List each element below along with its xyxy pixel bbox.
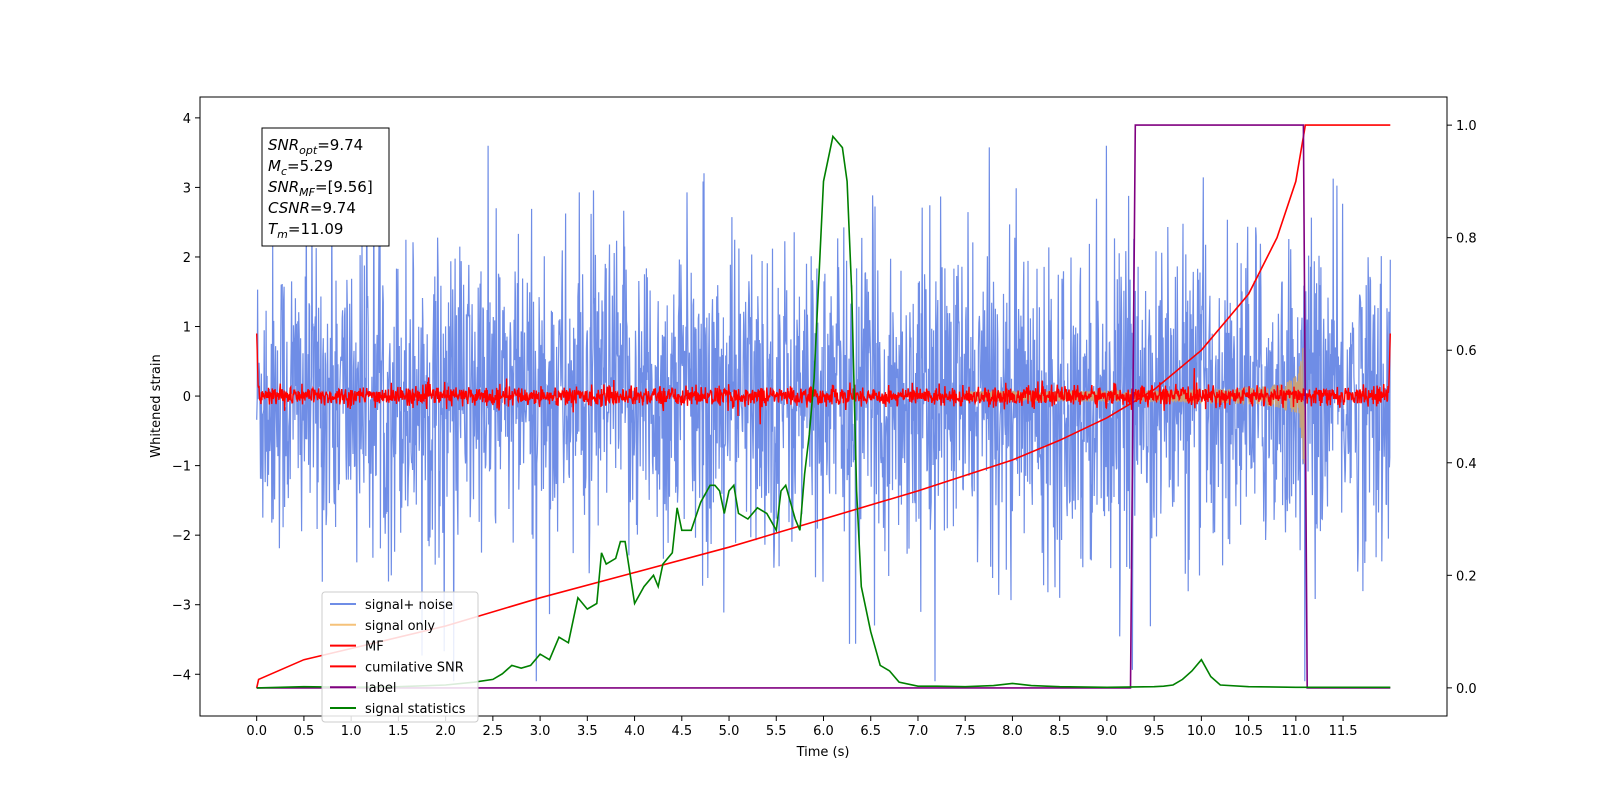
y-tick-label-left: 0 [183, 390, 191, 405]
info-line: SNRMF=[9.56] [268, 178, 373, 199]
y-tick-label-right: 0.8 [1456, 232, 1477, 247]
legend-label: signal only [365, 619, 435, 634]
x-tick-label: 5.0 [719, 724, 740, 739]
x-tick-label: 1.0 [341, 724, 362, 739]
x-tick-label: 4.5 [671, 724, 692, 739]
x-tick-label: 0.5 [294, 724, 315, 739]
x-tick-label: 9.0 [1097, 724, 1118, 739]
y-axis-label: Whitened strain [149, 354, 164, 457]
x-tick-label: 7.5 [955, 724, 976, 739]
legend-label: signal+ noise [365, 598, 453, 613]
info-line: CSNR=9.74 [268, 199, 356, 217]
info-line: SNRopt=9.74 [268, 136, 363, 157]
y-tick-label-left: −4 [172, 668, 191, 683]
x-tick-label: 6.0 [813, 724, 834, 739]
y-tick-label-left: −3 [172, 599, 191, 614]
y-tick-label-right: 1.0 [1456, 119, 1477, 134]
x-tick-label: 10.5 [1234, 724, 1263, 739]
legend-frame [321, 591, 479, 723]
legend-label: MF [365, 640, 384, 655]
y-tick-label-left: 1 [183, 321, 191, 336]
mf-series [256, 333, 1391, 425]
x-tick-label: 0.0 [246, 724, 267, 739]
x-tick-label: 7.0 [908, 724, 929, 739]
y-axis-left: 4 3 2 1 0 −1 −2 −3 −4 [172, 112, 200, 683]
mf-line [256, 333, 1391, 425]
x-tick-label: 4.0 [624, 724, 645, 739]
info-line: Tm=11.09 [268, 220, 343, 241]
x-tick-label: 1.5 [388, 724, 409, 739]
x-tick-label: 8.5 [1049, 724, 1070, 739]
x-tick-label: 10.0 [1187, 724, 1216, 739]
y-tick-label-right: 0.0 [1456, 682, 1477, 697]
y-tick-label-left: −1 [172, 460, 191, 475]
signal-noise-line [256, 145, 1391, 682]
y-tick-label-right: 0.4 [1456, 457, 1477, 472]
x-tick-label: 2.5 [483, 724, 504, 739]
x-tick-label: 2.0 [435, 724, 456, 739]
y-tick-label-left: 4 [183, 112, 191, 127]
x-tick-label: 3.5 [577, 724, 598, 739]
x-tick-label: 11.5 [1329, 724, 1358, 739]
y-tick-label-right: 0.2 [1456, 569, 1477, 584]
y-tick-label-left: −2 [172, 529, 191, 544]
y-tick-label-left: 2 [183, 251, 191, 266]
y-tick-label-right: 0.6 [1456, 344, 1477, 359]
y-axis-right: 1.0 0.8 0.6 0.4 0.2 0.0 [1447, 119, 1477, 697]
series-signal-statistics [256, 134, 1391, 689]
info-line: Mc=5.29 [268, 157, 333, 178]
x-tick-label: 3.0 [530, 724, 551, 739]
x-tick-label: 6.5 [860, 724, 881, 739]
x-tick-label: 9.5 [1144, 724, 1165, 739]
x-tick-label: 8.0 [1002, 724, 1023, 739]
signal-noise-series [256, 145, 1391, 682]
legend: signal+ noise signal only MF cumilative SNR… [321, 591, 479, 723]
x-axis-label: Time (s) [796, 745, 850, 760]
y-tick-label-left: 3 [183, 181, 191, 196]
x-tick-label: 5.5 [766, 724, 787, 739]
legend-label: label [365, 681, 396, 696]
x-tick-label: 11.0 [1281, 724, 1310, 739]
legend-label: cumilative SNR [365, 660, 464, 675]
info-box-frame [261, 127, 390, 247]
x-axis: 0.0 0.5 1.0 1.5 2.0 2.5 3.0 3.5 4.0 4.5 5.0 5.5 6.0 6… [246, 716, 1358, 739]
legend-label: signal statistics [365, 702, 466, 717]
